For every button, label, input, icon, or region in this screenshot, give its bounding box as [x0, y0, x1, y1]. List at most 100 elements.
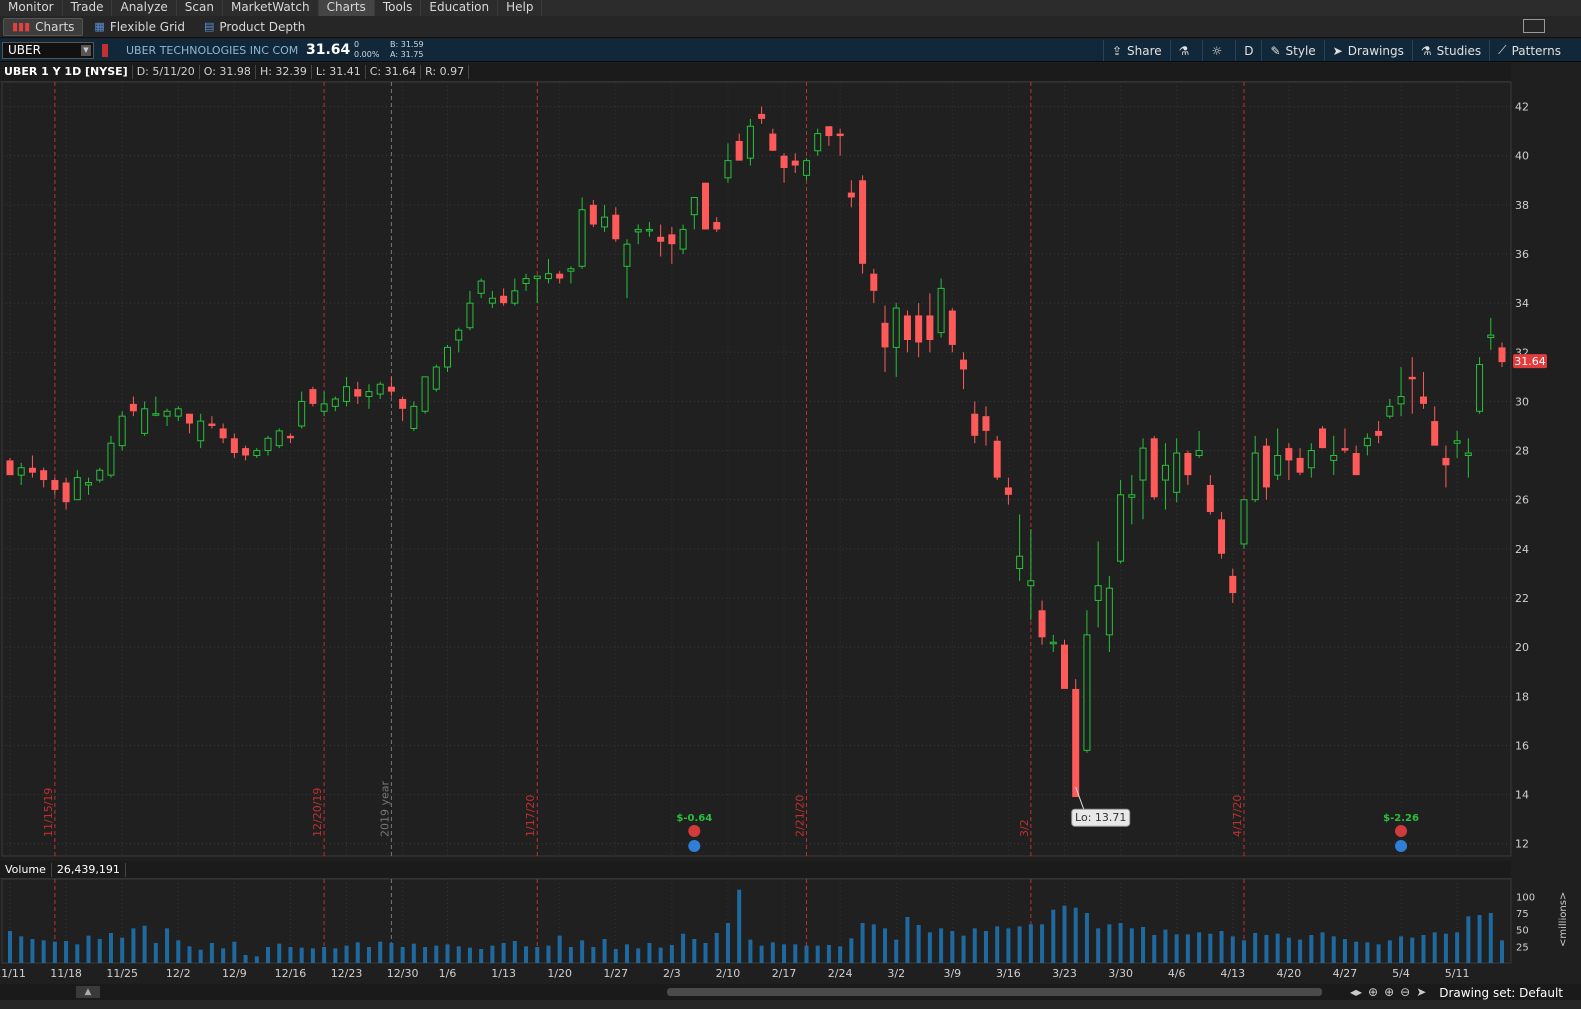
candle-body-down [354, 389, 362, 397]
volume-bar [108, 933, 113, 963]
studies-button[interactable]: ⚗ Studies [1411, 40, 1489, 61]
share-button[interactable]: ⇪ Share [1102, 40, 1170, 61]
menu-item-charts[interactable]: Charts [318, 0, 375, 16]
subtab-bar: ▮▮▮ Charts ▦ Flexible Grid ▤ Product Dep… [0, 16, 1581, 38]
date-tick-label: 1/20 [547, 967, 572, 980]
candle-body-up [1487, 334, 1495, 339]
volume-bar [1354, 941, 1359, 963]
volume-bar [995, 926, 1000, 963]
candle-body-down [1419, 396, 1427, 404]
volume-bar [748, 939, 753, 963]
style-icon: ✎ [1270, 43, 1281, 58]
settings-button[interactable]: ☼ [1202, 40, 1235, 61]
patterns-button[interactable]: ⟋ Patterns [1489, 40, 1569, 61]
tab-product-depth[interactable]: ▤ Product Depth [196, 18, 313, 36]
chevron-down-icon[interactable]: ▼ [81, 45, 91, 56]
crosshair-icon[interactable]: ⊕ [1368, 985, 1379, 999]
volume-bar [97, 939, 102, 963]
price-tick-label: 16 [1515, 739, 1529, 752]
volume-bar [1230, 936, 1235, 963]
tab-charts[interactable]: ▮▮▮ Charts [3, 17, 84, 36]
event-marker-label: 2/21/20 [793, 795, 806, 837]
volume-bar [445, 944, 450, 963]
flask-button[interactable]: ⚗ [1169, 40, 1203, 61]
scrollbar-thumb[interactable] [667, 988, 1322, 996]
menu-item-trade[interactable]: Trade [63, 0, 113, 16]
candle-body-up [634, 228, 642, 233]
menu-item-education[interactable]: Education [421, 0, 499, 16]
chart-symbol-label[interactable]: UBER 1 Y 1D [NYSE] [0, 65, 133, 79]
price-tick-label: 42 [1515, 101, 1529, 114]
menu-item-help[interactable]: Help [498, 0, 543, 16]
event-marker-label: 2019 year [378, 780, 391, 837]
menu-item-analyze[interactable]: Analyze [112, 0, 177, 16]
candle-body-down [847, 192, 855, 198]
candle-body-down [791, 160, 799, 166]
volume-bar [524, 946, 529, 963]
style-button[interactable]: ✎ Style [1261, 40, 1323, 61]
candle-body-down [915, 315, 923, 343]
candle-body-down [1296, 457, 1304, 473]
price-tick-label: 24 [1515, 543, 1529, 556]
volume-bar [1376, 944, 1381, 963]
candle-body-up [522, 278, 530, 284]
candle-body-down [859, 180, 867, 264]
candle-body-down [1038, 610, 1046, 638]
drawings-button[interactable]: ➤ Drawings [1323, 40, 1412, 61]
aggregation-button[interactable]: D [1235, 40, 1261, 61]
pan-icon[interactable]: ◂▸ [1350, 985, 1363, 999]
candle-body-down [612, 214, 620, 240]
volume-bar [894, 939, 899, 963]
volume-bar [905, 917, 910, 963]
menu-item-tools[interactable]: Tools [375, 0, 422, 16]
expand-button[interactable]: ▲ [76, 986, 100, 998]
low-callout-box [1071, 808, 1131, 827]
volume-tick-label: 75 [1516, 909, 1529, 920]
volume-bar [165, 928, 170, 963]
candle-body-down [702, 182, 710, 230]
volume-bar [1443, 933, 1448, 963]
symbol-input[interactable]: UBER ▼ [2, 42, 94, 59]
menu-item-scan[interactable]: Scan [177, 0, 223, 16]
window-layout-button[interactable] [1523, 19, 1545, 33]
menu-item-monitor[interactable]: Monitor [0, 0, 63, 16]
volume-bar [1129, 928, 1134, 963]
candle-body-up [1251, 452, 1259, 501]
symbol-value: UBER [8, 43, 41, 57]
volume-bar [1062, 905, 1067, 963]
date-tick-label: 3/30 [1108, 967, 1133, 980]
link-flag-icon[interactable] [102, 44, 108, 57]
candle-body-down [758, 113, 766, 119]
volume-bar [1040, 924, 1045, 963]
price-tick-label: 36 [1515, 248, 1529, 261]
price-chart[interactable]: 1214161820222426283032343638404211/1111/… [0, 82, 1581, 987]
pointer-icon[interactable]: ➤ [1416, 985, 1427, 999]
candle-body-up [1274, 454, 1282, 476]
volume-bar [1286, 937, 1291, 963]
volume-bar [1309, 935, 1314, 963]
volume-bar [1466, 916, 1471, 963]
chart-scrollbar[interactable]: ▲ ◂▸ ⊕ ⊕ ⊖ ➤ Drawing set: Default [0, 984, 1581, 1000]
volume-bar [1455, 932, 1460, 963]
tab-flexible-grid-label: Flexible Grid [109, 19, 185, 34]
volume-bar [389, 943, 394, 963]
volume-bar [243, 955, 248, 963]
drawing-set-status[interactable]: Drawing set: Default [1439, 986, 1563, 1000]
date-tick-label: 12/23 [331, 967, 363, 980]
candle-body-up [1027, 580, 1035, 587]
volume-bar [1107, 924, 1112, 963]
drawing-tool-icon: ⟋ [1518, 82, 1528, 84]
tab-flexible-grid[interactable]: ▦ Flexible Grid [86, 18, 193, 36]
volume-bar [423, 947, 428, 963]
zoom-in-icon[interactable]: ⊕ [1384, 985, 1395, 999]
menu-item-marketwatch[interactable]: MarketWatch [223, 0, 319, 16]
last-price-marker [1513, 354, 1547, 369]
share-icon: ⇪ [1111, 43, 1123, 58]
low-callout-label: Lo: 13.71 [1075, 811, 1126, 824]
candle-body-up [814, 133, 822, 152]
date-tick-label: 11/18 [50, 967, 82, 980]
zoom-out-icon[interactable]: ⊖ [1400, 985, 1411, 999]
candle-body-down [387, 386, 395, 392]
volume-bar [983, 931, 988, 963]
volume-bar [770, 942, 775, 963]
